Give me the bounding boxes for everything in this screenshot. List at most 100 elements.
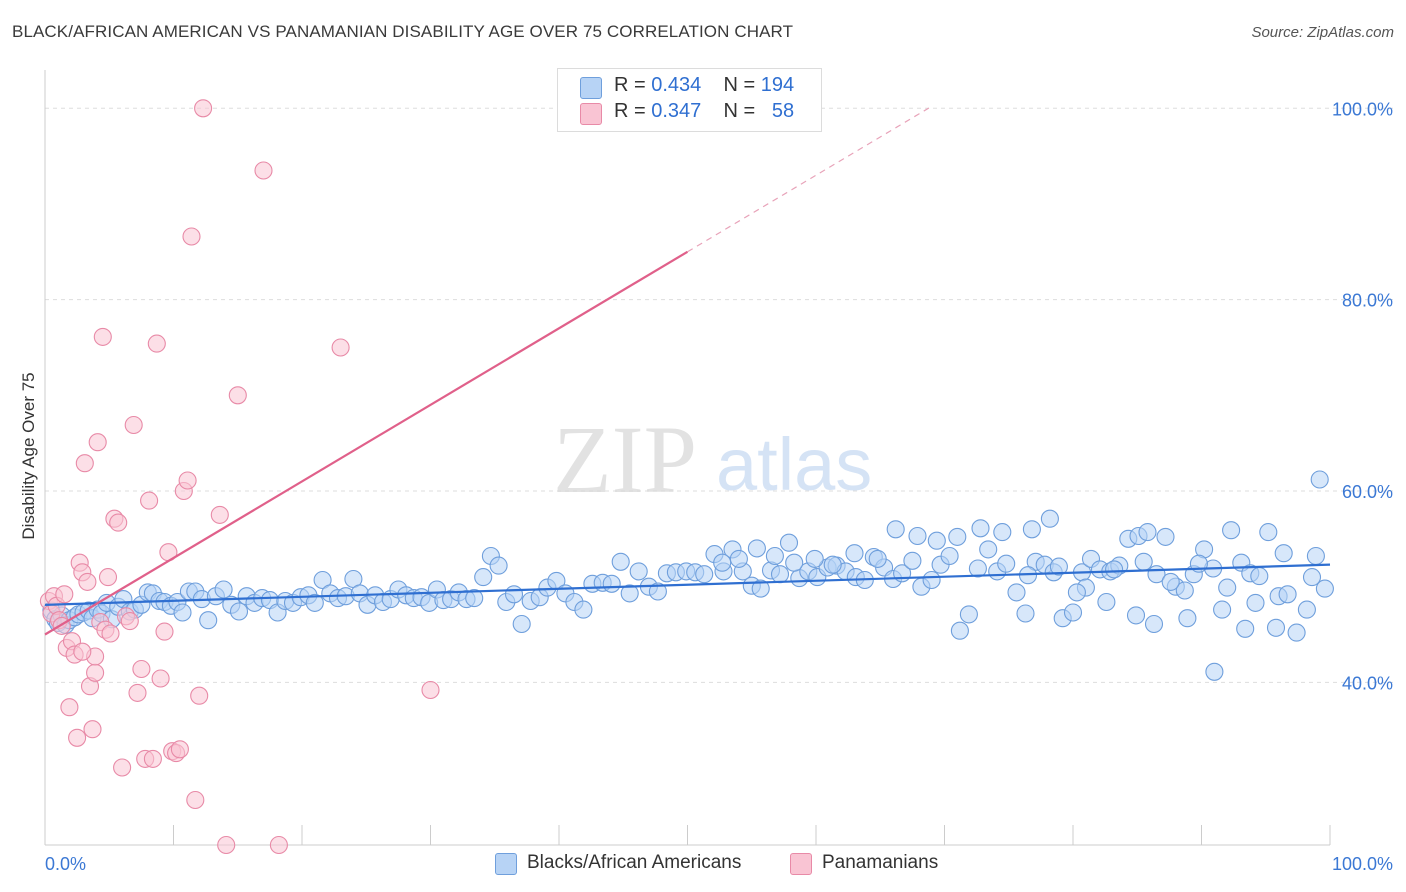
panamanians-point bbox=[217, 835, 236, 855]
blacks-point bbox=[199, 611, 218, 630]
panamanians-point bbox=[86, 663, 105, 682]
panamanians-point bbox=[331, 338, 350, 357]
points-layer bbox=[39, 99, 1334, 855]
x-tick-label: 100.0% bbox=[1332, 854, 1393, 874]
blacks-point bbox=[1246, 593, 1265, 612]
panamanians-point bbox=[143, 749, 162, 768]
blacks-point bbox=[823, 555, 842, 574]
legend-swatch-blue bbox=[580, 77, 602, 99]
watermark-atlas: atlas bbox=[716, 423, 872, 506]
panamanians-trend-line bbox=[44, 250, 689, 636]
panamanians-point bbox=[88, 433, 107, 452]
blacks-point bbox=[1302, 568, 1322, 587]
blacks-point bbox=[1259, 523, 1278, 542]
blacks-point bbox=[173, 603, 192, 622]
blacks-point bbox=[1161, 572, 1180, 591]
legend-r-label: R = bbox=[614, 74, 646, 96]
legend-n-label: N = bbox=[723, 74, 756, 96]
panamanians-point bbox=[254, 161, 273, 180]
panamanians-point bbox=[151, 669, 170, 688]
blacks-point bbox=[886, 520, 905, 539]
blacks-point bbox=[908, 526, 927, 546]
blacks-point bbox=[489, 556, 508, 575]
blacks-point bbox=[1274, 544, 1293, 563]
blacks-point bbox=[1213, 600, 1232, 619]
blacks-point bbox=[979, 540, 998, 559]
blacks-point bbox=[805, 549, 824, 568]
blacks-point bbox=[968, 559, 987, 578]
watermark-zip: ZIP bbox=[553, 406, 697, 513]
blacks-point bbox=[1178, 609, 1197, 628]
blacks-point bbox=[1063, 603, 1083, 622]
panamanians-point bbox=[73, 642, 92, 661]
blacks-point bbox=[1105, 560, 1124, 579]
blacks-point bbox=[713, 553, 732, 572]
correlation-legend: R = 0.434 N = 194 R = 0.347 N = 58 bbox=[557, 68, 822, 132]
legend-r-label: R = bbox=[614, 100, 646, 122]
blacks-point bbox=[765, 546, 784, 566]
panamanians-point bbox=[210, 505, 229, 524]
panamanians-point bbox=[75, 454, 94, 473]
legend-label-blacks: Blacks/African Americans bbox=[527, 852, 742, 873]
blacks-point bbox=[1297, 600, 1316, 619]
blacks-point bbox=[779, 533, 799, 552]
blacks-point bbox=[845, 544, 864, 563]
blacks-point bbox=[229, 602, 249, 621]
panamanians-point bbox=[190, 686, 209, 705]
blacks-point bbox=[1007, 583, 1026, 602]
blacks-point bbox=[1022, 520, 1041, 539]
panamanians-point bbox=[83, 720, 102, 739]
legend-n-label: N = bbox=[723, 100, 756, 122]
axes-layer bbox=[44, 70, 1331, 846]
blacks-point bbox=[504, 585, 524, 604]
y-axis-label: Disability Age Over 75 bbox=[19, 372, 38, 539]
blacks-point bbox=[1016, 604, 1035, 623]
blacks-point bbox=[214, 580, 233, 599]
blacks-point bbox=[1278, 585, 1297, 604]
blacks-point bbox=[729, 549, 748, 568]
blacks-point bbox=[1315, 579, 1334, 598]
blacks-point bbox=[927, 531, 946, 550]
blacks-point bbox=[1287, 623, 1306, 642]
blacks-point bbox=[1156, 527, 1175, 546]
y-tick-label: 60.0% bbox=[1342, 482, 1393, 502]
legend-n-value: 58 bbox=[771, 100, 795, 122]
source-label: Source: ZipAtlas.com bbox=[1251, 24, 1394, 41]
panamanians-point bbox=[182, 227, 201, 246]
blacks-point bbox=[993, 523, 1012, 542]
blacks-point bbox=[1306, 546, 1325, 566]
blacks-point bbox=[1138, 523, 1157, 542]
legend-swatch-pink bbox=[790, 853, 812, 875]
blacks-point bbox=[1236, 619, 1255, 638]
blacks-point bbox=[1266, 618, 1286, 637]
blacks-point bbox=[1134, 552, 1153, 571]
blacks-trend-line bbox=[44, 563, 1331, 606]
legend-r-value: 0.347 bbox=[651, 100, 702, 122]
blacks-point bbox=[868, 549, 887, 568]
panamanians-point bbox=[194, 99, 213, 118]
blacks-point bbox=[474, 568, 493, 587]
legend-r-value: 0.434 bbox=[651, 74, 702, 96]
blacks-point bbox=[313, 570, 332, 590]
y-tick-label: 40.0% bbox=[1342, 673, 1393, 693]
legend-label-panamanians: Panamanians bbox=[822, 852, 939, 873]
panamanians-point bbox=[120, 612, 139, 631]
panamanians-point bbox=[421, 680, 440, 700]
chart-title: BLACK/AFRICAN AMERICAN VS PANAMANIAN DIS… bbox=[12, 22, 794, 41]
panamanians-point bbox=[170, 740, 189, 759]
blacks-point bbox=[922, 570, 941, 590]
blacks-point bbox=[940, 546, 959, 566]
panamanians-point bbox=[155, 622, 174, 641]
panamanians-point bbox=[109, 513, 128, 532]
blacks-point bbox=[948, 527, 967, 546]
blacks-point bbox=[1205, 662, 1224, 681]
legend-swatch-blue bbox=[495, 853, 517, 875]
blacks-point bbox=[1222, 521, 1241, 540]
blacks-point bbox=[305, 593, 324, 612]
panamanians-point bbox=[78, 572, 97, 591]
panamanians-point bbox=[186, 790, 205, 810]
blacks-point bbox=[770, 565, 790, 584]
panamanians-point bbox=[128, 683, 147, 702]
trend-layer bbox=[44, 105, 1331, 636]
panamanians-point bbox=[101, 624, 120, 643]
